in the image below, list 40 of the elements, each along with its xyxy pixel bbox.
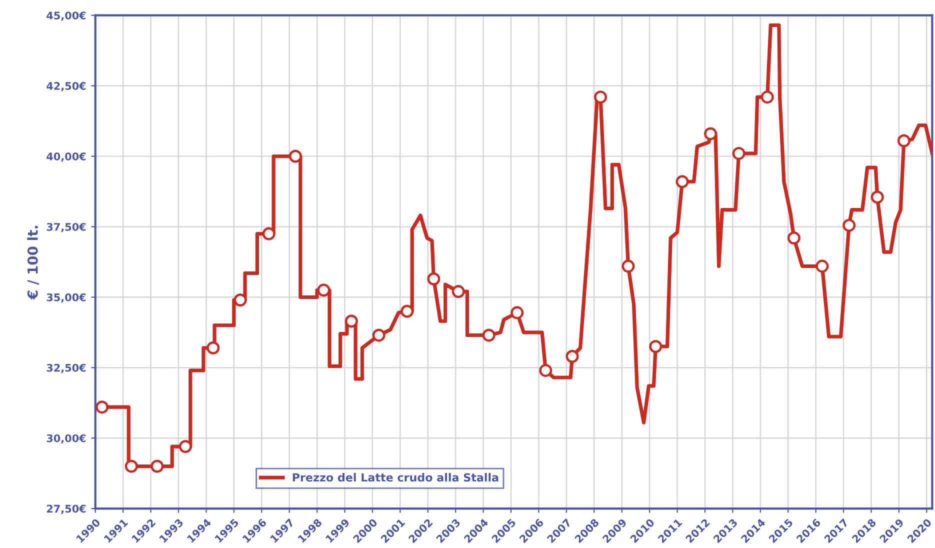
point — [870, 190, 884, 204]
point — [317, 284, 330, 297]
point — [510, 306, 524, 320]
y-tick-label: 35,00€ — [46, 293, 86, 303]
y-tick-label: 42,50€ — [46, 82, 86, 92]
point — [206, 341, 220, 354]
point — [427, 272, 440, 286]
point — [150, 460, 164, 473]
point — [842, 218, 856, 232]
point — [622, 260, 635, 273]
point — [262, 227, 276, 240]
y-tick-label: 37,50€ — [46, 222, 86, 232]
point — [288, 150, 302, 163]
legend-label: Prezzo del Latte crudo alla Stalla — [292, 472, 498, 482]
point — [539, 364, 552, 377]
point — [897, 134, 910, 148]
point — [452, 285, 465, 298]
point — [649, 340, 662, 353]
y-axis-title: € / 100 lt. — [27, 226, 39, 300]
point — [732, 146, 746, 160]
point — [124, 460, 138, 473]
point — [482, 328, 496, 342]
point — [178, 440, 192, 454]
point — [344, 314, 358, 328]
y-tick-label: 40,00€ — [46, 152, 86, 162]
y-tick-label: 45,00€ — [46, 12, 86, 21]
point — [400, 304, 414, 318]
point — [594, 90, 607, 104]
point — [704, 127, 718, 140]
y-tick-label: 30,00€ — [46, 434, 86, 444]
y-tick-label: 27,50€ — [46, 504, 86, 514]
point — [760, 90, 774, 104]
y-tick-label: 32,50€ — [46, 364, 86, 374]
point — [372, 328, 386, 342]
point — [787, 232, 800, 244]
point — [96, 400, 109, 414]
point — [566, 350, 579, 363]
point — [676, 175, 689, 188]
point — [234, 294, 247, 306]
point — [816, 260, 829, 273]
